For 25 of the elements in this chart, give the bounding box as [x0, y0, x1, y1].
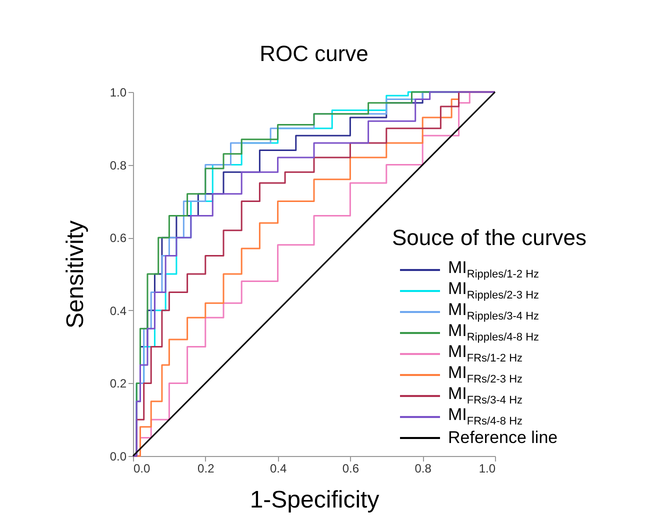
y-tick-label: 0.6 — [110, 231, 127, 246]
y-tick-label: 0.8 — [110, 158, 127, 172]
legend-title: Souce of the curves — [392, 225, 586, 251]
x-tick-label: 0.6 — [342, 462, 360, 476]
y-axis-title: Sensitivity — [62, 220, 89, 329]
y-tick-label: 0.2 — [110, 376, 127, 391]
legend-label: MI$_{FRs/2-3 Hz}$ — [448, 363, 523, 386]
legend-label: MI$_{FRs/4-8 Hz}$ — [448, 405, 523, 428]
legend-label: MI$_{Ripples/3-4 Hz}$ — [448, 300, 540, 323]
y-tick-label: 1.0 — [110, 86, 127, 100]
x-tick-label: 1.0 — [478, 462, 496, 476]
chart-title: ROC curve — [260, 41, 368, 66]
x-tick-label: 0.2 — [198, 462, 215, 476]
x-tick-label: 0.0 — [134, 462, 151, 476]
legend-label: MI$_{FRs/1-2 Hz}$ — [448, 342, 523, 365]
legend-label: MI$_{Ripples/1-2 Hz}$ — [448, 258, 540, 281]
x-tick-label: 0.4 — [270, 462, 287, 476]
x-axis-title: 1-Specificity — [250, 486, 380, 514]
y-tick-label: 0.4 — [110, 304, 127, 318]
y-tick-label: 0.0 — [110, 450, 127, 464]
legend-label: Reference line — [448, 428, 558, 448]
legend-label: MI$_{FRs/3-4 Hz}$ — [448, 384, 523, 407]
legend-label: MI$_{Ripples/2-3 Hz}$ — [448, 279, 540, 302]
x-tick-label: 0.8 — [414, 462, 432, 476]
legend-label: MI$_{Ripples/4-8 Hz}$ — [448, 321, 540, 344]
